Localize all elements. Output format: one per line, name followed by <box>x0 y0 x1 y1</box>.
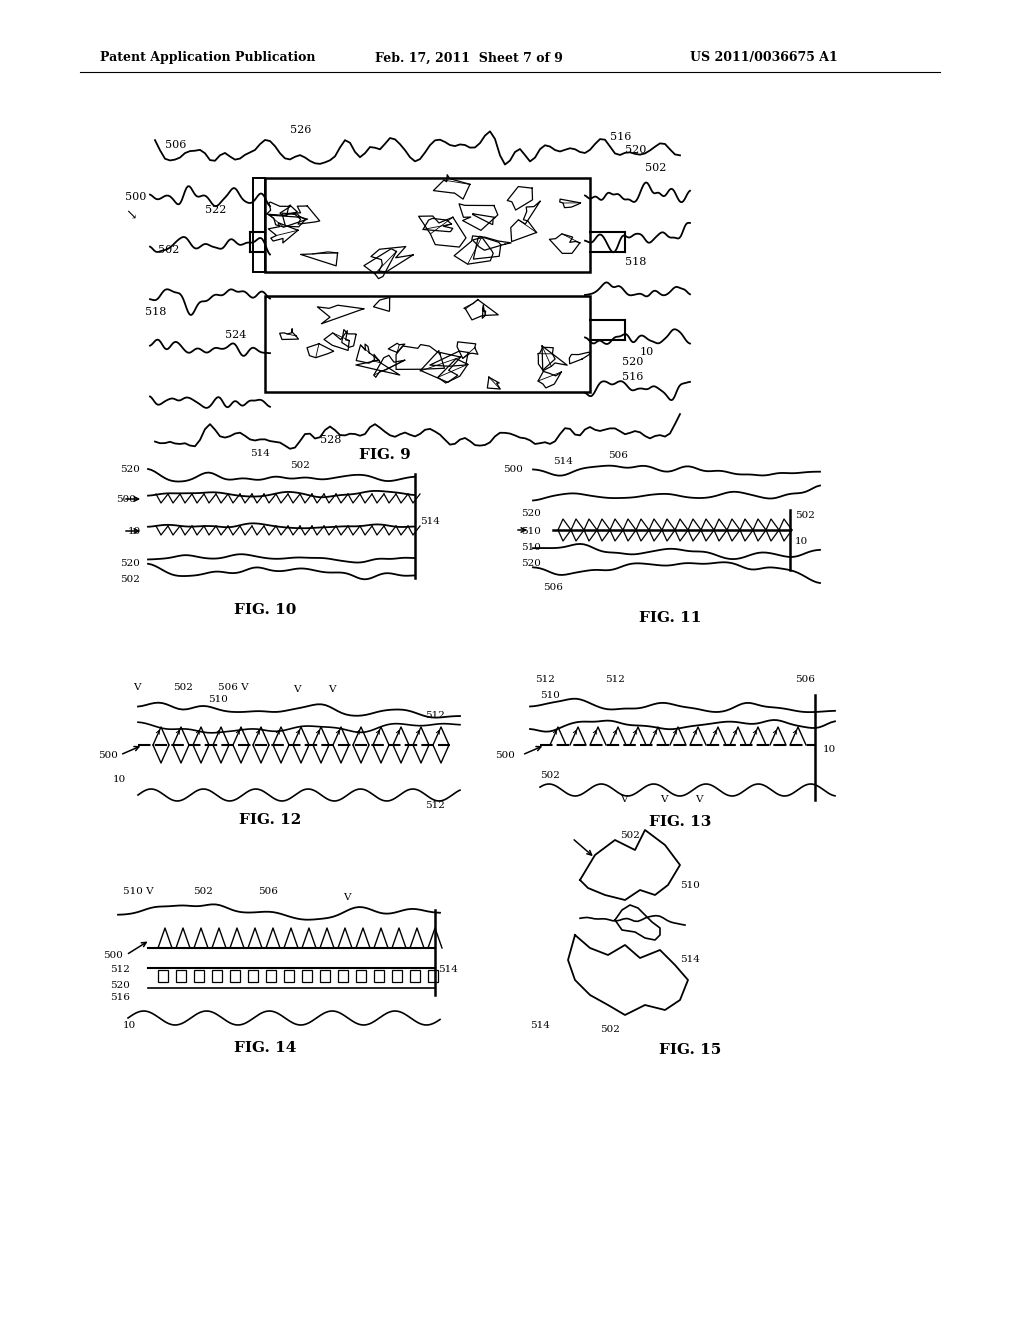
Text: FIG. 10: FIG. 10 <box>233 603 296 616</box>
Text: 10: 10 <box>795 537 808 546</box>
Text: 506: 506 <box>258 887 278 896</box>
Text: US 2011/0036675 A1: US 2011/0036675 A1 <box>690 51 838 65</box>
Text: 506: 506 <box>608 450 628 459</box>
Text: 510: 510 <box>521 544 541 553</box>
Text: 516: 516 <box>622 372 643 381</box>
Text: 514: 514 <box>420 516 440 525</box>
Text: 10: 10 <box>640 347 654 356</box>
Text: 514: 514 <box>250 450 270 458</box>
Text: 512: 512 <box>425 800 444 809</box>
Text: 516: 516 <box>110 994 130 1002</box>
Text: 518: 518 <box>145 308 166 317</box>
Text: 512: 512 <box>110 965 130 974</box>
Text: 502: 502 <box>620 830 640 840</box>
Text: Feb. 17, 2011  Sheet 7 of 9: Feb. 17, 2011 Sheet 7 of 9 <box>375 51 563 65</box>
Bar <box>356 970 366 982</box>
Text: 10: 10 <box>123 1020 136 1030</box>
Text: 506: 506 <box>543 583 563 593</box>
Text: V: V <box>328 685 336 694</box>
Bar <box>248 970 258 982</box>
Text: 500: 500 <box>495 751 515 759</box>
Text: 526: 526 <box>290 125 311 135</box>
Text: 502: 502 <box>645 162 667 173</box>
Text: 528: 528 <box>319 436 341 445</box>
Text: 502: 502 <box>158 246 179 255</box>
Text: 506: 506 <box>165 140 186 150</box>
Text: 510: 510 <box>540 690 560 700</box>
Text: 522: 522 <box>205 205 226 215</box>
Text: 520: 520 <box>521 560 541 569</box>
Text: 514: 514 <box>680 956 699 965</box>
Text: FIG. 13: FIG. 13 <box>649 814 712 829</box>
Text: 514: 514 <box>438 965 458 974</box>
Text: 512: 512 <box>425 710 444 719</box>
Text: 520: 520 <box>120 558 140 568</box>
Bar <box>253 178 265 272</box>
Bar <box>194 970 204 982</box>
Text: 500: 500 <box>116 495 136 503</box>
Text: V: V <box>343 894 350 903</box>
Text: Patent Application Publication: Patent Application Publication <box>100 51 315 65</box>
Text: 502: 502 <box>795 511 815 520</box>
Bar <box>265 178 590 272</box>
Text: 500: 500 <box>98 751 118 759</box>
Text: V: V <box>695 796 702 804</box>
Text: 514: 514 <box>553 457 572 466</box>
Text: 510: 510 <box>208 696 228 705</box>
Text: 520: 520 <box>110 981 130 990</box>
Text: 520: 520 <box>622 356 643 367</box>
Bar <box>428 970 438 982</box>
Text: 512: 512 <box>535 676 555 685</box>
Text: V: V <box>133 682 140 692</box>
Bar <box>265 296 590 392</box>
Text: FIG. 14: FIG. 14 <box>233 1041 296 1055</box>
Text: 510 V: 510 V <box>123 887 154 896</box>
Text: 518: 518 <box>625 257 646 267</box>
Text: 502: 502 <box>600 1026 620 1035</box>
Text: 516: 516 <box>610 132 632 143</box>
Text: 10: 10 <box>128 527 141 536</box>
Text: 500: 500 <box>103 950 123 960</box>
Text: 502: 502 <box>290 462 310 470</box>
Bar <box>266 970 276 982</box>
Bar <box>374 970 384 982</box>
Text: ↘: ↘ <box>125 209 136 222</box>
Bar <box>176 970 186 982</box>
Text: 10: 10 <box>113 776 126 784</box>
Text: 520: 520 <box>120 465 140 474</box>
Text: V: V <box>620 796 628 804</box>
Text: 514: 514 <box>530 1020 550 1030</box>
Text: 502: 502 <box>540 771 560 780</box>
Text: 500: 500 <box>503 466 523 474</box>
Text: V: V <box>660 796 668 804</box>
Bar <box>158 970 168 982</box>
Bar <box>410 970 420 982</box>
Text: 512: 512 <box>605 676 625 685</box>
Text: FIG. 9: FIG. 9 <box>359 447 411 462</box>
Text: 500: 500 <box>125 191 146 202</box>
Bar <box>338 970 348 982</box>
Bar <box>212 970 222 982</box>
Text: 524: 524 <box>225 330 247 341</box>
Text: FIG. 11: FIG. 11 <box>639 611 701 624</box>
Bar <box>392 970 402 982</box>
Bar <box>319 970 330 982</box>
Text: 506: 506 <box>795 676 815 685</box>
Bar <box>284 970 294 982</box>
Text: FIG. 15: FIG. 15 <box>658 1043 721 1057</box>
Text: 510: 510 <box>521 528 541 536</box>
Text: FIG. 12: FIG. 12 <box>239 813 301 828</box>
Text: 502: 502 <box>120 576 140 585</box>
Text: 510: 510 <box>680 880 699 890</box>
Text: 502: 502 <box>193 887 213 896</box>
Text: 506 V: 506 V <box>218 682 249 692</box>
Bar <box>302 970 312 982</box>
Text: 520: 520 <box>521 510 541 519</box>
Text: 520: 520 <box>625 145 646 154</box>
Text: V: V <box>293 685 300 694</box>
Text: 10: 10 <box>823 746 837 755</box>
Text: 502: 502 <box>173 682 193 692</box>
Bar <box>230 970 240 982</box>
